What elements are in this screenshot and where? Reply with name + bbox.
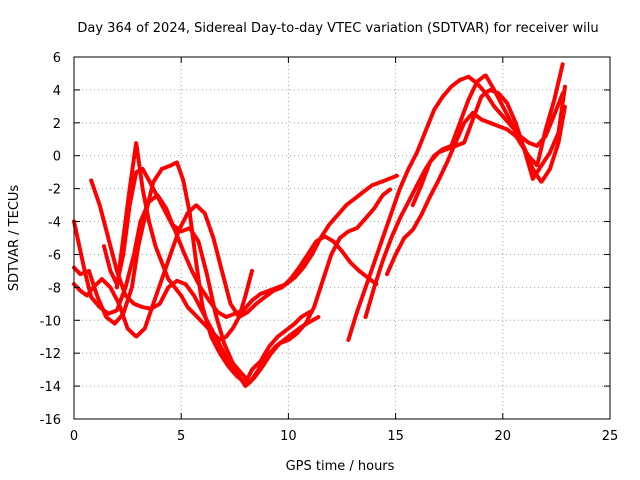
y-tick-label: -6 bbox=[48, 248, 61, 263]
series-3 bbox=[72, 203, 379, 339]
y-axis-label: SDTVAR / TECUs bbox=[7, 185, 22, 292]
x-axis-label: GPS time / hours bbox=[286, 459, 395, 474]
series-6 bbox=[114, 140, 254, 342]
y-tick-label: -10 bbox=[40, 314, 61, 329]
y-tick-label: 0 bbox=[53, 150, 61, 165]
series-10 bbox=[410, 84, 567, 208]
x-tick-label: 15 bbox=[387, 429, 404, 444]
x-tick-label: 25 bbox=[602, 429, 619, 444]
x-tick-label: 10 bbox=[280, 429, 297, 444]
y-tick-label: 2 bbox=[53, 117, 61, 132]
x-tick-label: 5 bbox=[177, 429, 185, 444]
plot-frame bbox=[73, 56, 611, 420]
y-tick-label: -14 bbox=[40, 380, 61, 395]
series-7 bbox=[346, 74, 565, 342]
y-tick-label: -12 bbox=[40, 347, 61, 362]
y-tick-label: 6 bbox=[53, 51, 61, 66]
axis-ticks bbox=[73, 56, 611, 420]
series-5 bbox=[102, 166, 400, 319]
chart-title: Day 364 of 2024, Sidereal Day-to-day VTE… bbox=[77, 21, 598, 36]
series-layer bbox=[72, 61, 567, 389]
y-tick-label: -4 bbox=[48, 216, 61, 231]
series-4 bbox=[89, 178, 394, 389]
y-tick-label: 4 bbox=[53, 84, 61, 99]
y-tick-labels: -16 -14 -12 -10 -8 -6 -4 -2 0 2 4 6 bbox=[40, 51, 61, 428]
y-tick-label: -16 bbox=[40, 413, 61, 428]
x-tick-label: 20 bbox=[495, 429, 512, 444]
x-tick-label: 0 bbox=[70, 429, 78, 444]
x-tick-labels: 0 5 10 15 20 25 bbox=[70, 429, 618, 444]
y-tick-label: -8 bbox=[48, 281, 61, 296]
y-tick-label: -2 bbox=[48, 183, 61, 198]
